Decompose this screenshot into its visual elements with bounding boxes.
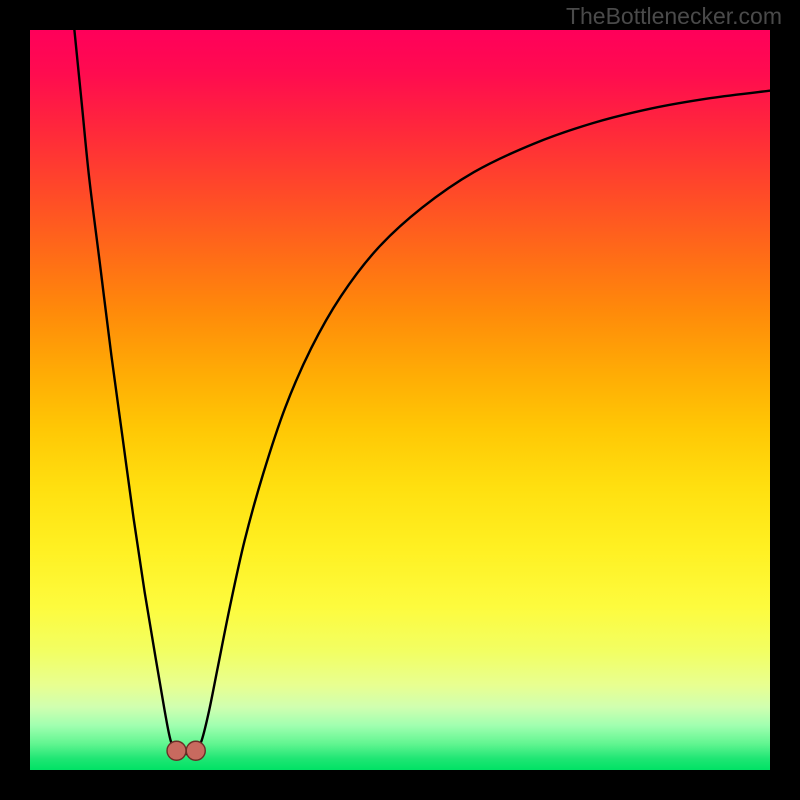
minimum-marker-0: [167, 741, 186, 760]
minimum-marker-1: [186, 741, 205, 760]
plot-svg: [30, 30, 770, 770]
plot-area: [30, 30, 770, 770]
gradient-background: [30, 30, 770, 770]
watermark-text: TheBottlenecker.com: [566, 3, 782, 30]
